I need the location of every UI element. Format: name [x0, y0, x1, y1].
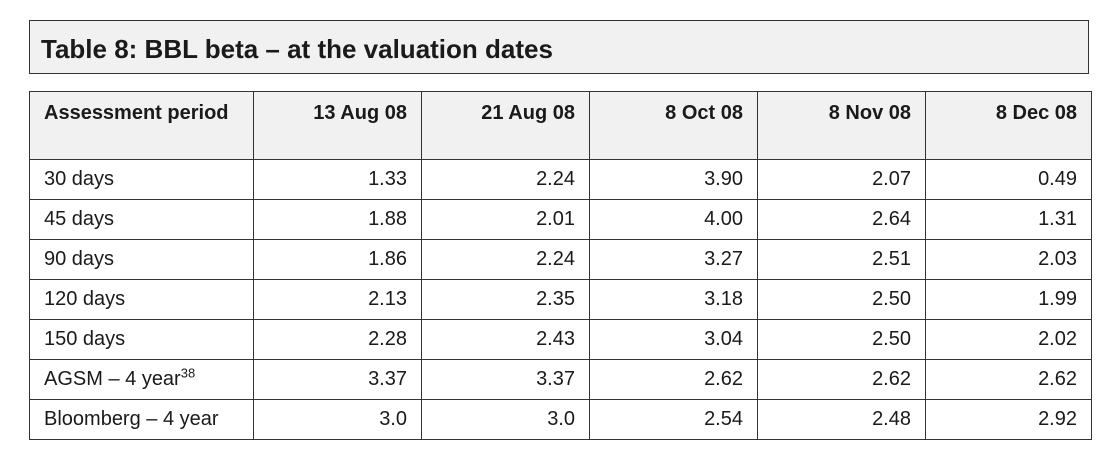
table-row: 120 days 2.13 2.35 3.18 2.50 1.99: [29, 279, 1092, 320]
beta-value-cell: 1.33: [253, 159, 422, 200]
beta-value-cell: 2.62: [757, 359, 926, 400]
beta-value-cell: 3.37: [253, 359, 422, 400]
beta-value-cell: 0.49: [925, 159, 1092, 200]
table-row: 30 days 1.33 2.24 3.90 2.07 0.49: [29, 159, 1092, 200]
table-row: Bloomberg – 4 year 3.0 3.0 2.54 2.48 2.92: [29, 399, 1092, 440]
row-label: 120 days: [29, 279, 254, 320]
header-row: Assessment period 13 Aug 08 21 Aug 08 8 …: [29, 91, 1092, 160]
beta-value-cell: 2.92: [925, 399, 1092, 440]
beta-value-cell: 3.04: [589, 319, 758, 360]
beta-table: Assessment period 13 Aug 08 21 Aug 08 8 …: [29, 91, 1092, 440]
beta-value-cell: 2.43: [421, 319, 590, 360]
row-label: 45 days: [29, 199, 254, 240]
table-title-box: Table 8: BBL beta – at the valuation dat…: [29, 20, 1089, 74]
table-row: 150 days 2.28 2.43 3.04 2.50 2.02: [29, 319, 1092, 360]
beta-value-cell: 2.64: [757, 199, 926, 240]
header-assessment-period: Assessment period: [29, 91, 254, 160]
beta-value-cell: 1.88: [253, 199, 422, 240]
row-label-text: AGSM – 4 year: [44, 368, 181, 390]
beta-value-cell: 2.51: [757, 239, 926, 280]
beta-value-cell: 2.24: [421, 239, 590, 280]
beta-value-cell: 3.0: [253, 399, 422, 440]
beta-value-cell: 2.62: [925, 359, 1092, 400]
beta-value-cell: 2.54: [589, 399, 758, 440]
row-label: 30 days: [29, 159, 254, 200]
beta-value-cell: 2.48: [757, 399, 926, 440]
beta-value-cell: 2.50: [757, 319, 926, 360]
row-label-text: 45 days: [44, 208, 115, 230]
beta-value-cell: 3.18: [589, 279, 758, 320]
row-label: Bloomberg – 4 year: [29, 399, 254, 440]
beta-value-cell: 3.0: [421, 399, 590, 440]
table-row: AGSM – 4 year38 3.37 3.37 2.62 2.62 2.62: [29, 359, 1092, 400]
beta-value-cell: 1.99: [925, 279, 1092, 320]
beta-value-cell: 2.03: [925, 239, 1092, 280]
beta-value-cell: 2.28: [253, 319, 422, 360]
beta-value-cell: 1.86: [253, 239, 422, 280]
footnote-reference: 38: [180, 365, 196, 381]
row-label: 150 days: [29, 319, 254, 360]
beta-value-cell: 1.31: [925, 199, 1092, 240]
table-row: 45 days 1.88 2.01 4.00 2.64 1.31: [29, 199, 1092, 240]
beta-value-cell: 4.00: [589, 199, 758, 240]
beta-value-cell: 2.02: [925, 319, 1092, 360]
beta-value-cell: 2.24: [421, 159, 590, 200]
header-date: 8 Nov 08: [757, 91, 926, 160]
header-date: 21 Aug 08: [421, 91, 590, 160]
row-label: 90 days: [29, 239, 254, 280]
beta-value-cell: 2.13: [253, 279, 422, 320]
beta-value-cell: 2.07: [757, 159, 926, 200]
row-label-text: 150 days: [44, 328, 126, 350]
row-label-text: 30 days: [44, 168, 115, 190]
beta-value-cell: 2.01: [421, 199, 590, 240]
table-row: 90 days 1.86 2.24 3.27 2.51 2.03: [29, 239, 1092, 280]
row-label-text: 120 days: [44, 288, 126, 310]
header-date: 8 Oct 08: [589, 91, 758, 160]
table-title: Table 8: BBL beta – at the valuation dat…: [41, 34, 553, 64]
row-label-text: 90 days: [44, 248, 115, 270]
beta-value-cell: 3.90: [589, 159, 758, 200]
beta-value-cell: 2.50: [757, 279, 926, 320]
beta-value-cell: 3.27: [589, 239, 758, 280]
beta-value-cell: 2.35: [421, 279, 590, 320]
header-date: 8 Dec 08: [925, 91, 1092, 160]
row-label-text: Bloomberg – 4 year: [44, 408, 219, 430]
row-label: AGSM – 4 year38: [29, 359, 254, 400]
beta-value-cell: 3.37: [421, 359, 590, 400]
beta-value-cell: 2.62: [589, 359, 758, 400]
header-date: 13 Aug 08: [253, 91, 422, 160]
